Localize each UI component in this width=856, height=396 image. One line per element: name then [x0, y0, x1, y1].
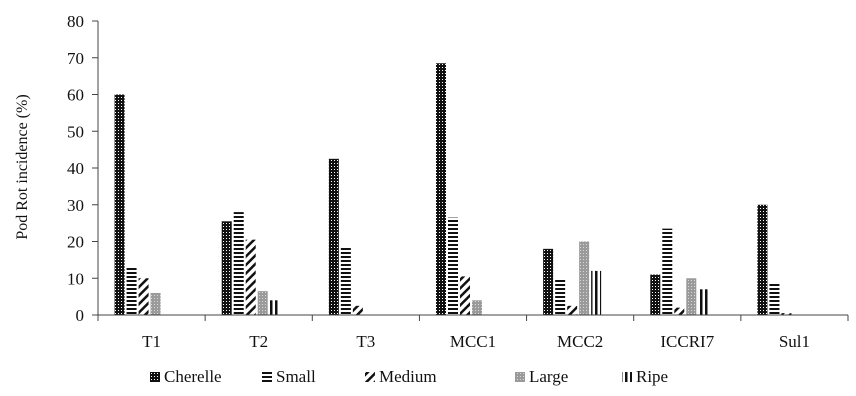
- bar-large-t2: [257, 291, 268, 315]
- bar-ripe-t2: [269, 300, 280, 315]
- bar-medium-iccri7: [674, 307, 685, 315]
- bar-cherelle-mcc1: [436, 63, 446, 316]
- x-axis-ticks: T1 T2 T3 MCC1 MCC2 ICCRI7 Sul1: [97, 315, 849, 351]
- bar-cherelle-sul1: [757, 204, 768, 315]
- bar-small-sul1: [769, 283, 780, 315]
- bar-medium-mcc1: [460, 276, 470, 315]
- bar-series: [114, 63, 792, 316]
- legend-swatch-cherelle: [150, 372, 160, 382]
- legend-label-large: Large: [529, 367, 568, 386]
- y-tick-label-0: 0: [76, 306, 85, 325]
- x-tick-label-mcc1: MCC1: [450, 332, 496, 351]
- bar-ripe-iccri7: [698, 289, 709, 315]
- legend-label-ripe: Ripe: [636, 367, 668, 386]
- x-tick-label-t2: T2: [249, 332, 268, 351]
- bar-cherelle-mcc2: [543, 248, 554, 315]
- legend-swatch-large: [515, 372, 525, 382]
- bar-large-t1: [150, 292, 161, 315]
- bar-cherelle-t1: [114, 94, 125, 315]
- x-tick-label-t3: T3: [356, 332, 375, 351]
- bar-medium-t2: [245, 239, 256, 315]
- x-tick-label-sul1: Sul1: [779, 332, 810, 351]
- y-tick-label-70: 70: [67, 49, 84, 68]
- legend-label-cherelle: Cherelle: [164, 367, 222, 386]
- bar-large-mcc2: [579, 241, 590, 315]
- bar-small-mcc2: [555, 278, 566, 315]
- bar-cherelle-iccri7: [650, 274, 661, 315]
- bar-large-mcc1: [472, 300, 482, 315]
- bar-medium-mcc2: [567, 305, 578, 315]
- y-tick-label-80: 80: [67, 12, 84, 31]
- legend-swatch-small: [262, 372, 272, 382]
- y-tick-label-30: 30: [67, 196, 84, 215]
- bar-medium-sul1: [781, 313, 792, 315]
- legend-label-small: Small: [276, 367, 316, 386]
- x-tick-label-mcc2: MCC2: [557, 332, 603, 351]
- y-tick-label-20: 20: [67, 233, 84, 252]
- bar-ripe-mcc2: [591, 270, 602, 315]
- y-tick-label-40: 40: [67, 159, 84, 178]
- bar-large-iccri7: [686, 278, 697, 315]
- bar-medium-t1: [138, 278, 149, 315]
- bar-medium-t3: [352, 305, 363, 315]
- bar-cherelle-t3: [328, 158, 339, 315]
- legend: Cherelle Small Medium Large Ripe: [150, 367, 668, 386]
- y-tick-label-50: 50: [67, 122, 84, 141]
- legend-label-medium: Medium: [379, 367, 437, 386]
- bar-small-t2: [233, 212, 244, 315]
- bar-cherelle-t2: [221, 221, 232, 315]
- legend-swatch-medium: [365, 372, 375, 382]
- bar-small-mcc1: [448, 217, 458, 315]
- y-axis-title: Pod Rot incidence (%): [14, 94, 31, 239]
- y-tick-label-60: 60: [67, 86, 84, 105]
- x-tick-label-t1: T1: [142, 332, 161, 351]
- y-axis-ticks: 0 10 20 30 40 50 60 70 80: [67, 12, 98, 325]
- x-tick-label-iccri7: ICCRI7: [660, 332, 714, 351]
- bar-small-t3: [340, 247, 351, 315]
- legend-swatch-ripe: [622, 372, 632, 382]
- bar-small-iccri7: [662, 228, 673, 315]
- y-tick-label-10: 10: [67, 269, 84, 288]
- bar-small-t1: [126, 267, 137, 315]
- plot-area: 0 10 20 30 40 50 60 70 80 T1 T2 T3 MCC1 MCC2 ICCRI7 Su…: [67, 12, 849, 351]
